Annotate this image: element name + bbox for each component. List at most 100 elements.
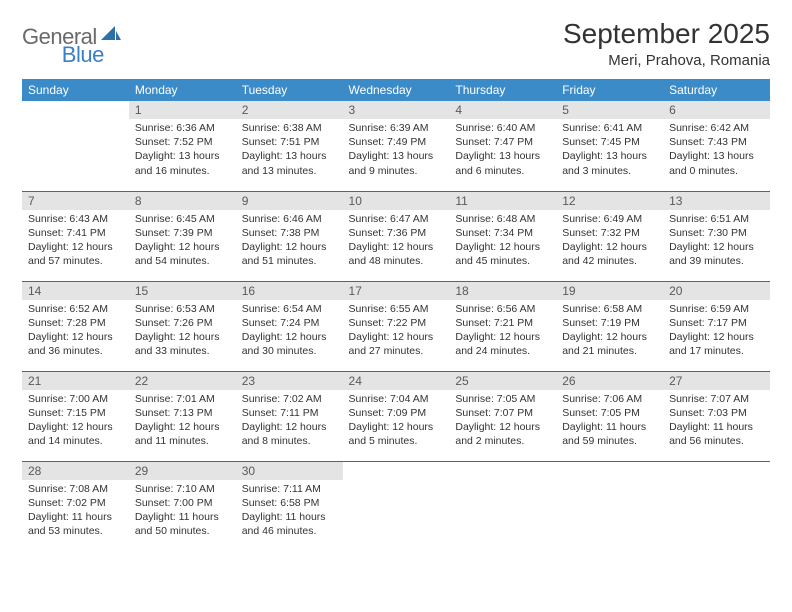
day-details: Sunrise: 6:40 AMSunset: 7:47 PMDaylight:… xyxy=(449,119,556,182)
day-number: 10 xyxy=(343,192,450,210)
sunrise-text: Sunrise: 6:36 AM xyxy=(135,121,230,135)
sunrise-text: Sunrise: 7:06 AM xyxy=(562,392,657,406)
sunset-text: Sunset: 7:28 PM xyxy=(28,316,123,330)
daylight-text: Daylight: 13 hours and 16 minutes. xyxy=(135,149,230,177)
sunset-text: Sunset: 7:09 PM xyxy=(349,406,444,420)
weekday-header: Monday xyxy=(129,79,236,101)
sunset-text: Sunset: 7:26 PM xyxy=(135,316,230,330)
day-details: Sunrise: 7:00 AMSunset: 7:15 PMDaylight:… xyxy=(22,390,129,453)
sunrise-text: Sunrise: 6:51 AM xyxy=(669,212,764,226)
month-title: September 2025 xyxy=(563,18,770,50)
sunrise-text: Sunrise: 6:53 AM xyxy=(135,302,230,316)
sunrise-text: Sunrise: 6:40 AM xyxy=(455,121,550,135)
calendar-cell: 15Sunrise: 6:53 AMSunset: 7:26 PMDayligh… xyxy=(129,281,236,371)
day-number: 11 xyxy=(449,192,556,210)
day-details: Sunrise: 6:47 AMSunset: 7:36 PMDaylight:… xyxy=(343,210,450,273)
day-details: Sunrise: 6:54 AMSunset: 7:24 PMDaylight:… xyxy=(236,300,343,363)
daylight-text: Daylight: 11 hours and 50 minutes. xyxy=(135,510,230,538)
daylight-text: Daylight: 12 hours and 24 minutes. xyxy=(455,330,550,358)
day-number: 21 xyxy=(22,372,129,390)
calendar-cell xyxy=(663,461,770,551)
logo: General Blue xyxy=(22,18,164,50)
sunset-text: Sunset: 7:03 PM xyxy=(669,406,764,420)
sunset-text: Sunset: 7:15 PM xyxy=(28,406,123,420)
weekday-header: Friday xyxy=(556,79,663,101)
day-details: Sunrise: 6:58 AMSunset: 7:19 PMDaylight:… xyxy=(556,300,663,363)
daylight-text: Daylight: 11 hours and 53 minutes. xyxy=(28,510,123,538)
day-details: Sunrise: 6:43 AMSunset: 7:41 PMDaylight:… xyxy=(22,210,129,273)
daylight-text: Daylight: 13 hours and 3 minutes. xyxy=(562,149,657,177)
daylight-text: Daylight: 13 hours and 13 minutes. xyxy=(242,149,337,177)
daylight-text: Daylight: 12 hours and 8 minutes. xyxy=(242,420,337,448)
calendar-cell: 5Sunrise: 6:41 AMSunset: 7:45 PMDaylight… xyxy=(556,101,663,191)
day-details: Sunrise: 6:49 AMSunset: 7:32 PMDaylight:… xyxy=(556,210,663,273)
day-details: Sunrise: 6:46 AMSunset: 7:38 PMDaylight:… xyxy=(236,210,343,273)
sunset-text: Sunset: 7:47 PM xyxy=(455,135,550,149)
sunrise-text: Sunrise: 6:49 AM xyxy=(562,212,657,226)
day-details: Sunrise: 6:48 AMSunset: 7:34 PMDaylight:… xyxy=(449,210,556,273)
sunrise-text: Sunrise: 7:10 AM xyxy=(135,482,230,496)
sunset-text: Sunset: 7:49 PM xyxy=(349,135,444,149)
sunrise-text: Sunrise: 6:54 AM xyxy=(242,302,337,316)
sunrise-text: Sunrise: 6:56 AM xyxy=(455,302,550,316)
day-number: 13 xyxy=(663,192,770,210)
sunset-text: Sunset: 7:32 PM xyxy=(562,226,657,240)
sunset-text: Sunset: 7:34 PM xyxy=(455,226,550,240)
sunset-text: Sunset: 7:52 PM xyxy=(135,135,230,149)
daylight-text: Daylight: 12 hours and 27 minutes. xyxy=(349,330,444,358)
daylight-text: Daylight: 12 hours and 11 minutes. xyxy=(135,420,230,448)
calendar-cell: 19Sunrise: 6:58 AMSunset: 7:19 PMDayligh… xyxy=(556,281,663,371)
sunrise-text: Sunrise: 6:42 AM xyxy=(669,121,764,135)
calendar-body: 1Sunrise: 6:36 AMSunset: 7:52 PMDaylight… xyxy=(22,101,770,551)
calendar-cell xyxy=(22,101,129,191)
logo-text-blue: Blue xyxy=(62,42,104,68)
sunset-text: Sunset: 7:43 PM xyxy=(669,135,764,149)
day-details: Sunrise: 7:11 AMSunset: 6:58 PMDaylight:… xyxy=(236,480,343,543)
calendar-cell xyxy=(343,461,450,551)
day-number: 19 xyxy=(556,282,663,300)
day-number: 7 xyxy=(22,192,129,210)
calendar-cell: 24Sunrise: 7:04 AMSunset: 7:09 PMDayligh… xyxy=(343,371,450,461)
calendar-cell: 7Sunrise: 6:43 AMSunset: 7:41 PMDaylight… xyxy=(22,191,129,281)
calendar-week-row: 21Sunrise: 7:00 AMSunset: 7:15 PMDayligh… xyxy=(22,371,770,461)
day-number: 27 xyxy=(663,372,770,390)
day-number: 17 xyxy=(343,282,450,300)
day-details: Sunrise: 6:56 AMSunset: 7:21 PMDaylight:… xyxy=(449,300,556,363)
calendar-week-row: 1Sunrise: 6:36 AMSunset: 7:52 PMDaylight… xyxy=(22,101,770,191)
calendar-cell: 8Sunrise: 6:45 AMSunset: 7:39 PMDaylight… xyxy=(129,191,236,281)
day-details: Sunrise: 6:45 AMSunset: 7:39 PMDaylight:… xyxy=(129,210,236,273)
calendar-cell: 26Sunrise: 7:06 AMSunset: 7:05 PMDayligh… xyxy=(556,371,663,461)
day-number: 18 xyxy=(449,282,556,300)
day-details: Sunrise: 6:55 AMSunset: 7:22 PMDaylight:… xyxy=(343,300,450,363)
sunrise-text: Sunrise: 6:48 AM xyxy=(455,212,550,226)
calendar-cell: 17Sunrise: 6:55 AMSunset: 7:22 PMDayligh… xyxy=(343,281,450,371)
calendar-week-row: 28Sunrise: 7:08 AMSunset: 7:02 PMDayligh… xyxy=(22,461,770,551)
daylight-text: Daylight: 12 hours and 45 minutes. xyxy=(455,240,550,268)
sunset-text: Sunset: 7:24 PM xyxy=(242,316,337,330)
day-number: 23 xyxy=(236,372,343,390)
calendar-cell: 1Sunrise: 6:36 AMSunset: 7:52 PMDaylight… xyxy=(129,101,236,191)
calendar-cell: 9Sunrise: 6:46 AMSunset: 7:38 PMDaylight… xyxy=(236,191,343,281)
calendar-cell: 23Sunrise: 7:02 AMSunset: 7:11 PMDayligh… xyxy=(236,371,343,461)
day-number: 5 xyxy=(556,101,663,119)
sunset-text: Sunset: 7:22 PM xyxy=(349,316,444,330)
sunset-text: Sunset: 7:00 PM xyxy=(135,496,230,510)
sunset-text: Sunset: 7:38 PM xyxy=(242,226,337,240)
day-number: 2 xyxy=(236,101,343,119)
day-number: 9 xyxy=(236,192,343,210)
daylight-text: Daylight: 13 hours and 6 minutes. xyxy=(455,149,550,177)
calendar-cell: 20Sunrise: 6:59 AMSunset: 7:17 PMDayligh… xyxy=(663,281,770,371)
daylight-text: Daylight: 12 hours and 33 minutes. xyxy=(135,330,230,358)
day-details: Sunrise: 7:02 AMSunset: 7:11 PMDaylight:… xyxy=(236,390,343,453)
day-details: Sunrise: 6:51 AMSunset: 7:30 PMDaylight:… xyxy=(663,210,770,273)
calendar-cell: 22Sunrise: 7:01 AMSunset: 7:13 PMDayligh… xyxy=(129,371,236,461)
calendar-week-row: 7Sunrise: 6:43 AMSunset: 7:41 PMDaylight… xyxy=(22,191,770,281)
calendar-cell: 11Sunrise: 6:48 AMSunset: 7:34 PMDayligh… xyxy=(449,191,556,281)
day-details: Sunrise: 7:08 AMSunset: 7:02 PMDaylight:… xyxy=(22,480,129,543)
sunrise-text: Sunrise: 6:59 AM xyxy=(669,302,764,316)
day-number: 4 xyxy=(449,101,556,119)
calendar-table: SundayMondayTuesdayWednesdayThursdayFrid… xyxy=(22,79,770,551)
sunrise-text: Sunrise: 6:46 AM xyxy=(242,212,337,226)
day-number: 26 xyxy=(556,372,663,390)
sunrise-text: Sunrise: 7:11 AM xyxy=(242,482,337,496)
